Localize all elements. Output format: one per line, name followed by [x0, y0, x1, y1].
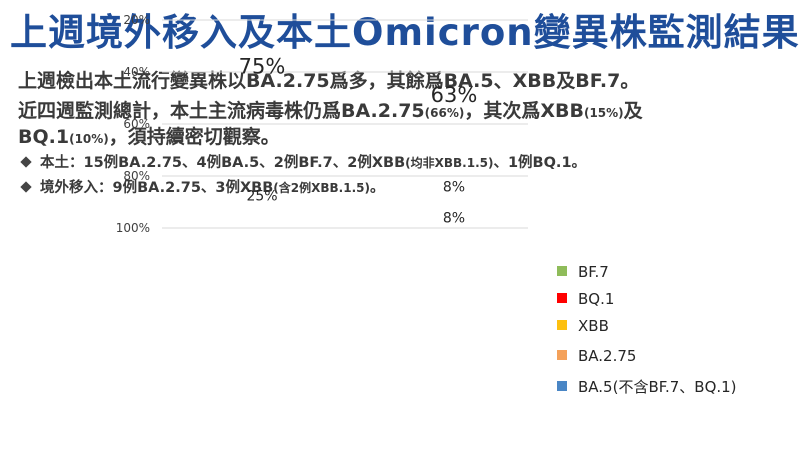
summary-text: ，其次爲XBB — [464, 100, 584, 122]
data-label: 8% — [443, 211, 465, 227]
bullet-note: (均非XBB.1.5) — [405, 156, 494, 170]
y-tick-label: 100% — [116, 221, 150, 235]
legend-swatch — [557, 266, 567, 276]
legend-label: BF.7 — [578, 263, 609, 281]
legend-swatch — [557, 381, 567, 391]
summary-line-2: 近四週監測總計，本土主流病毒株仍爲BA.2.75(66%)，其次爲XBB(15%… — [18, 96, 643, 123]
summary-text: ，須持續密切觀察。 — [108, 126, 280, 148]
bullet-text: 境外移入：9例BA.2.75、3例XBB — [40, 180, 274, 196]
data-label: 4% — [447, 198, 462, 208]
bullet-import: 境外移入：9例BA.2.75、3例XBB(含2例XBB.1.5)。 — [18, 176, 384, 197]
bullet-text: 。 — [369, 180, 385, 196]
summary-percent: (15%) — [583, 106, 624, 120]
legend-swatch — [557, 293, 567, 303]
summary-percent: (66%) — [424, 106, 465, 120]
data-label: 8% — [443, 179, 465, 195]
y-tick-label: 80% — [123, 169, 150, 183]
summary-percent: (10%) — [69, 132, 109, 146]
data-label: 75% — [239, 55, 286, 79]
data-label: 25% — [246, 189, 277, 205]
legend-swatch — [557, 350, 567, 360]
legend-label: BA.2.75 — [578, 347, 636, 365]
y-tick-label: 40% — [123, 65, 150, 79]
summary-line-1: 上週檢出本土流行變異株以BA.2.75爲多，其餘爲BA.5、XBB及BF.7。 — [18, 70, 640, 92]
data-label: 63% — [431, 83, 478, 107]
summary-text: 及 — [623, 100, 643, 122]
summary-text: 近四週監測總計，本土主流病毒株仍爲BA.2.75 — [18, 100, 425, 122]
bullet-text: 、1例BQ.1。 — [493, 155, 587, 171]
y-tick-label: 60% — [123, 117, 150, 131]
bullet-local: 本土：15例BA.2.75、4例BA.5、2例BF.7、2例XBB(均非XBB.… — [18, 151, 586, 172]
bullet-note: (含2例XBB.1.5) — [273, 181, 370, 195]
bullet-text: 本土：15例BA.2.75、4例BA.5、2例BF.7、2例XBB — [40, 155, 406, 171]
y-tick-label: 20% — [123, 13, 150, 27]
legend-label: BQ.1 — [578, 290, 614, 308]
legend-label: XBB — [578, 317, 609, 335]
summary-text: BQ.1 — [18, 126, 70, 148]
summary-line-3: BQ.1(10%)，須持續密切觀察。 — [18, 122, 280, 149]
legend-label: BA.5(不含BF.7、BQ.1) — [578, 378, 737, 396]
page-title: 上週境外移入及本土Omicron變異株監測結果 — [10, 11, 800, 54]
legend-swatch — [557, 320, 567, 330]
